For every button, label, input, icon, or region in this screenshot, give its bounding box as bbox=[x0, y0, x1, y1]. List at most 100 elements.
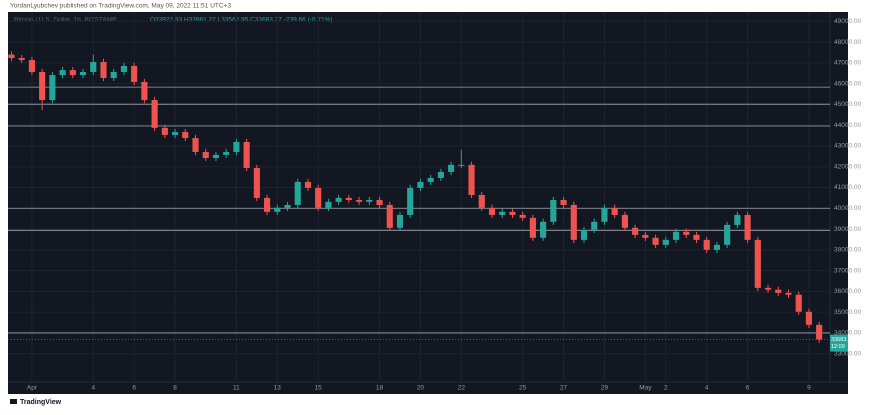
candle-body bbox=[396, 214, 404, 228]
candle-body bbox=[131, 65, 138, 82]
candle-body bbox=[69, 70, 76, 76]
candle-body bbox=[356, 199, 363, 202]
candle-body bbox=[672, 231, 680, 240]
candle-body bbox=[744, 214, 751, 240]
candle-body bbox=[59, 70, 66, 76]
candle-body bbox=[79, 71, 87, 76]
candle-body bbox=[560, 199, 567, 205]
x-tick-label: Apr bbox=[27, 385, 38, 392]
x-tick-label: 20 bbox=[417, 385, 425, 392]
candle-body bbox=[601, 207, 608, 222]
candle-body bbox=[427, 177, 434, 182]
candle-body bbox=[335, 197, 342, 202]
candle-body bbox=[591, 221, 598, 230]
candle-body bbox=[550, 199, 557, 222]
y-tick-label: 45000.00 bbox=[834, 101, 861, 108]
candle-body bbox=[171, 132, 179, 135]
candle-body bbox=[468, 164, 475, 195]
y-tick-label: 39000.00 bbox=[834, 226, 861, 233]
x-tick-label: 25 bbox=[519, 385, 527, 392]
symbol-line: Bitcoin / U.S. Dollar, 1h, BITSTAMP bbox=[14, 17, 116, 24]
candle-body bbox=[662, 239, 669, 245]
candle-body bbox=[448, 164, 455, 172]
candle-body bbox=[417, 181, 424, 188]
chart-panel bbox=[8, 12, 848, 394]
x-tick-label: 15 bbox=[315, 385, 323, 392]
candle-body bbox=[621, 214, 628, 228]
candle-body bbox=[499, 211, 506, 215]
candle-body bbox=[161, 127, 168, 135]
candle-body bbox=[724, 224, 731, 245]
candle-body bbox=[192, 138, 199, 152]
candle-body bbox=[202, 151, 209, 158]
candle-body bbox=[713, 244, 720, 250]
y-tick-label: 48000.00 bbox=[834, 39, 861, 46]
candle-body bbox=[233, 142, 240, 152]
candle-body bbox=[100, 62, 107, 78]
y-tick-label: 37000.00 bbox=[834, 267, 861, 274]
x-tick-label: 2 bbox=[664, 385, 668, 392]
x-tick-label: 27 bbox=[560, 385, 568, 392]
candle-body bbox=[540, 221, 547, 238]
y-tick-label: 44000.00 bbox=[834, 122, 861, 129]
x-tick-label: 8 bbox=[173, 385, 177, 392]
candle-body bbox=[458, 164, 465, 166]
x-tick-label: 6 bbox=[746, 385, 750, 392]
candle-body bbox=[8, 54, 15, 59]
candle-body bbox=[509, 211, 516, 215]
y-tick-label: 47000.00 bbox=[834, 60, 861, 67]
candle-body bbox=[683, 231, 690, 235]
x-tick-label: 22 bbox=[458, 385, 466, 392]
candle-body bbox=[437, 171, 444, 178]
candle-body bbox=[90, 62, 97, 72]
candle-body bbox=[345, 197, 352, 200]
last-price-label: 33683.27 bbox=[831, 337, 854, 343]
logo-text: TradingView bbox=[20, 399, 62, 406]
candle-body bbox=[28, 60, 35, 72]
y-tick-label: 34000.00 bbox=[834, 330, 861, 337]
candle-body bbox=[805, 311, 813, 325]
x-tick-label: 18 bbox=[376, 385, 384, 392]
candle-body bbox=[151, 100, 158, 128]
y-tick-label: 40000.00 bbox=[834, 205, 861, 212]
x-tick-label: 6 bbox=[132, 385, 136, 392]
candle-body bbox=[611, 207, 618, 215]
last-price-tag bbox=[830, 334, 848, 352]
candle-body bbox=[642, 234, 649, 238]
candle-body bbox=[325, 201, 332, 208]
candle-body bbox=[223, 151, 230, 155]
candle-body bbox=[264, 197, 271, 212]
x-tick-label: 29 bbox=[601, 385, 609, 392]
y-tick-label: 36000.00 bbox=[834, 288, 861, 295]
candle-body bbox=[284, 204, 291, 208]
candle-body bbox=[652, 237, 659, 245]
ohlc-line: O33922.93 H33981.27 L33562.95 C33683.27 … bbox=[150, 17, 333, 24]
candle-body bbox=[785, 292, 792, 295]
y-tick-label: 43000.00 bbox=[834, 143, 861, 150]
x-tick-label: May bbox=[639, 385, 652, 392]
candle-body bbox=[754, 239, 761, 288]
candle-body bbox=[703, 239, 710, 250]
candle-body bbox=[39, 71, 46, 101]
candle-body bbox=[212, 154, 220, 158]
x-tick-label: 13 bbox=[274, 385, 282, 392]
candle-body bbox=[693, 234, 700, 240]
y-tick-label: 33000.00 bbox=[834, 350, 861, 357]
candle-body bbox=[478, 194, 485, 208]
candle-body bbox=[764, 287, 772, 290]
candle-body bbox=[243, 142, 250, 168]
candle-body bbox=[519, 214, 526, 218]
candle-body bbox=[775, 289, 782, 293]
candle-body bbox=[529, 217, 536, 238]
y-tick-label: 38000.00 bbox=[834, 247, 861, 254]
candle-body bbox=[386, 204, 393, 228]
candle-body bbox=[488, 207, 496, 215]
y-tick-label: 41000.00 bbox=[834, 184, 861, 191]
candle-body bbox=[253, 167, 260, 198]
x-tick-label: 4 bbox=[91, 385, 95, 392]
candle-body bbox=[580, 229, 588, 240]
candle-body bbox=[18, 58, 25, 61]
candle-body bbox=[141, 81, 148, 101]
y-tick-label: 49000.00 bbox=[834, 18, 861, 25]
